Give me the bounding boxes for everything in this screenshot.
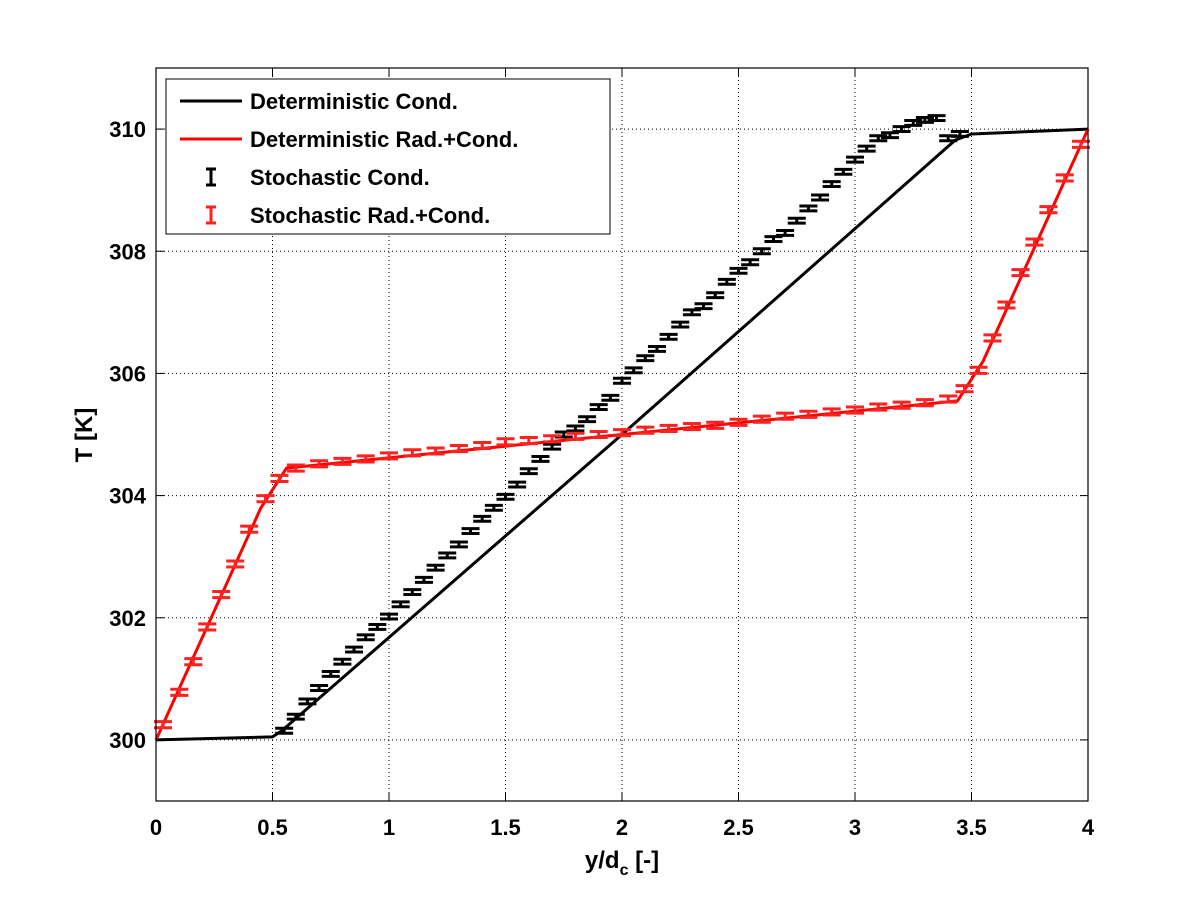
x-tick-label: 0 bbox=[150, 815, 162, 840]
legend-label: Stochastic Cond. bbox=[250, 165, 430, 190]
y-tick-label: 300 bbox=[109, 728, 146, 753]
x-axis-label: y/dc [-] bbox=[585, 847, 659, 879]
x-tick-label: 4 bbox=[1082, 815, 1095, 840]
legend-label: Deterministic Rad.+Cond. bbox=[250, 127, 518, 152]
x-tick-label: 3 bbox=[849, 815, 861, 840]
x-tick-label: 2.5 bbox=[723, 815, 754, 840]
axis-ticks: 0 0.5 1 1.5 2 2.5 3 3.5 4 300 302 304 306 308 310 bbox=[109, 68, 1095, 840]
x-tick-label: 2 bbox=[616, 815, 628, 840]
legend-label: Stochastic Rad.+Cond. bbox=[250, 203, 490, 228]
grid-lines bbox=[156, 68, 1088, 801]
x-tick-label: 1.5 bbox=[490, 815, 521, 840]
legend-label: Deterministic Cond. bbox=[250, 89, 458, 114]
x-tick-label: 1 bbox=[383, 815, 395, 840]
legend-box bbox=[165, 78, 611, 235]
y-tick-label: 308 bbox=[109, 239, 146, 264]
legend: Deterministic Cond. Deterministic Rad.+Co… bbox=[165, 78, 611, 235]
errorbars-stochastic-rad-cond- bbox=[153, 139, 1091, 730]
y-axis-label: T [K] bbox=[71, 408, 98, 463]
data-series bbox=[153, 114, 1091, 742]
y-tick-label: 304 bbox=[109, 484, 146, 509]
x-tick-label: 0.5 bbox=[257, 815, 288, 840]
y-tick-label: 310 bbox=[109, 117, 146, 142]
y-tick-label: 302 bbox=[109, 606, 146, 631]
x-tick-label: 3.5 bbox=[956, 815, 987, 840]
errorbars-stochastic-cond- bbox=[275, 114, 969, 735]
y-tick-label: 306 bbox=[109, 361, 146, 386]
